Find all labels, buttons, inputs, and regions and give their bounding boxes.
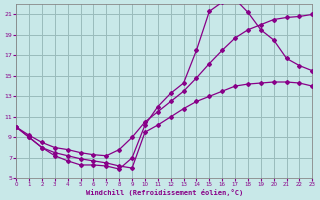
X-axis label: Windchill (Refroidissement éolien,°C): Windchill (Refroidissement éolien,°C) [86, 189, 243, 196]
